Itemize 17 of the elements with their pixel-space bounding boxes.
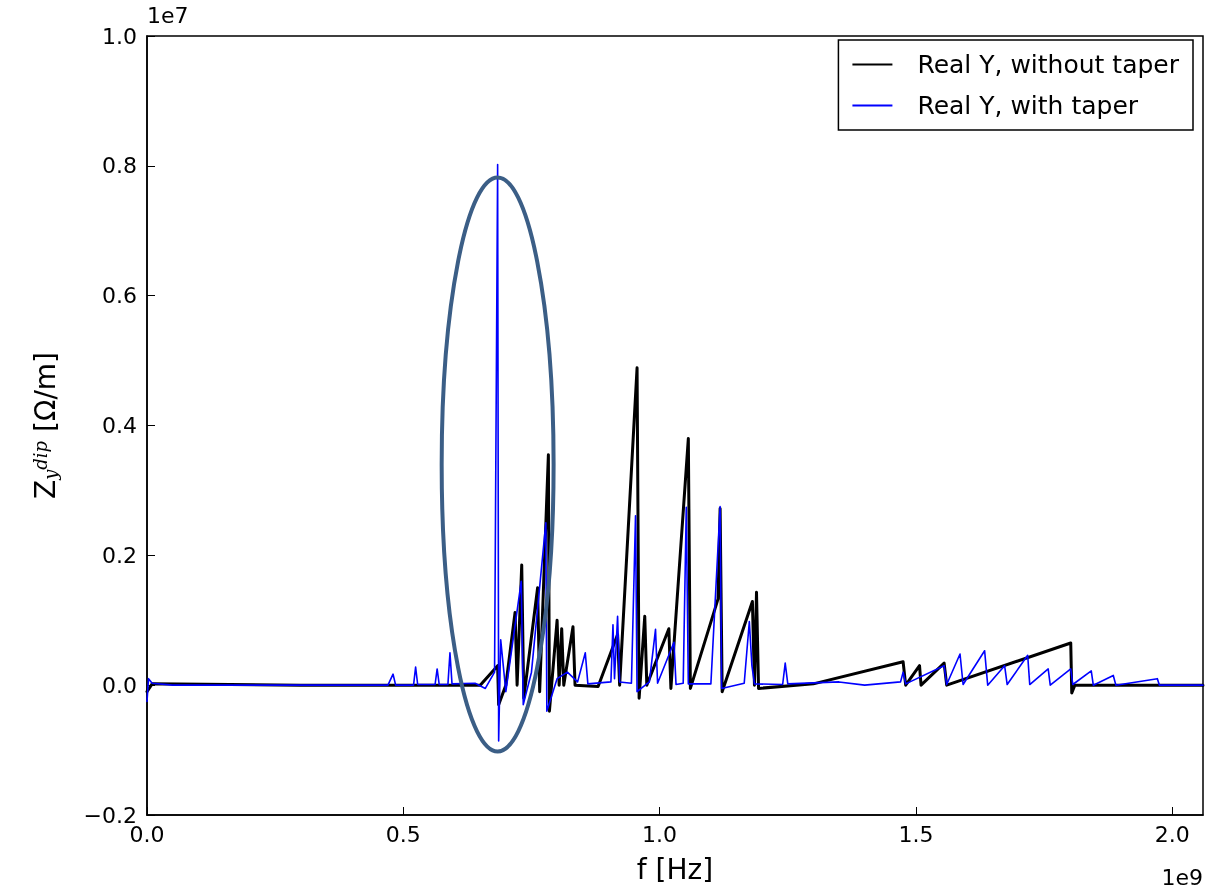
x-tick-label: 1.5 [898,821,934,847]
x-tick-label: 1.0 [642,821,678,847]
text: 1e9 [1161,864,1203,890]
line-series [146,163,1204,742]
y-tick-label: 0.0 [102,672,137,698]
y-tick-label: 0.4 [102,413,137,438]
x-tick-label: 0.5 [385,821,421,847]
x-axis-title: f [Hz] [636,852,714,886]
x-tick-label: 2.0 [1154,821,1190,847]
y-tick-label: 0.6 [102,283,137,309]
y-axis-title: Zydip [Ω/m] [28,351,62,500]
y-tick-label: 0.8 [102,153,137,179]
legend-label: Real Y, without taper [917,50,1180,79]
y-tick-label: 0.2 [102,542,137,568]
legend-label: Real Y, with taper [917,91,1139,120]
text: 1e7 [147,2,189,28]
y-tick-label: 1.0 [102,23,137,49]
